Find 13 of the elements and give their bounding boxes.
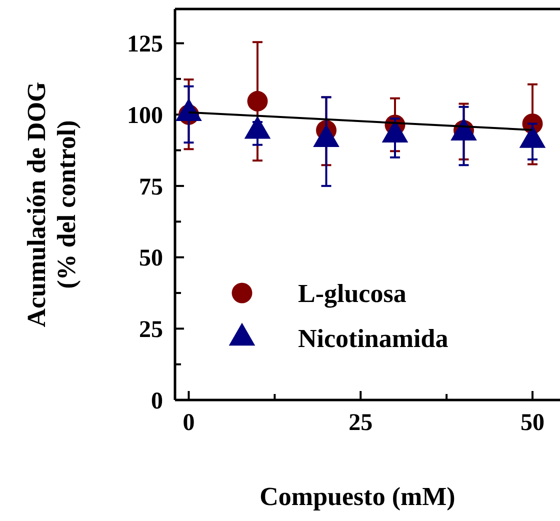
y-tick-label: 50 bbox=[139, 246, 163, 272]
y-axis-title: Acumulación de DOG (% del control) bbox=[22, 82, 81, 328]
y-tick-label: 0 bbox=[151, 388, 163, 414]
x-tick-label: 25 bbox=[348, 410, 373, 436]
y-tick-label: 125 bbox=[127, 32, 163, 58]
x-axis-title: Compuesto (mM) bbox=[260, 482, 456, 511]
y-tick-label: 25 bbox=[139, 317, 163, 344]
y-tick-label: 75 bbox=[139, 174, 163, 200]
x-tick-label: 0 bbox=[182, 410, 195, 436]
x-tick-label: 50 bbox=[520, 410, 544, 436]
legend-label: L-glucosa bbox=[298, 279, 406, 308]
legend-label: Nicotinamida bbox=[298, 324, 448, 354]
y-tick-label: 100 bbox=[127, 103, 163, 129]
